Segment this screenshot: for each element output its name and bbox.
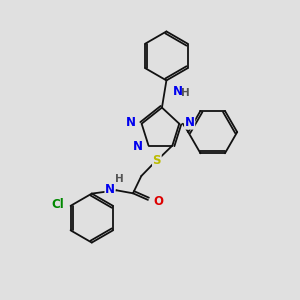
Text: N: N — [126, 116, 136, 129]
Text: N: N — [133, 140, 143, 153]
Text: Cl: Cl — [52, 198, 64, 211]
Text: S: S — [153, 154, 161, 167]
Text: N: N — [184, 116, 195, 129]
Text: N: N — [172, 85, 182, 98]
Text: N: N — [105, 183, 115, 196]
Text: H: H — [115, 174, 123, 184]
Text: H: H — [181, 88, 190, 98]
Text: O: O — [153, 195, 163, 208]
